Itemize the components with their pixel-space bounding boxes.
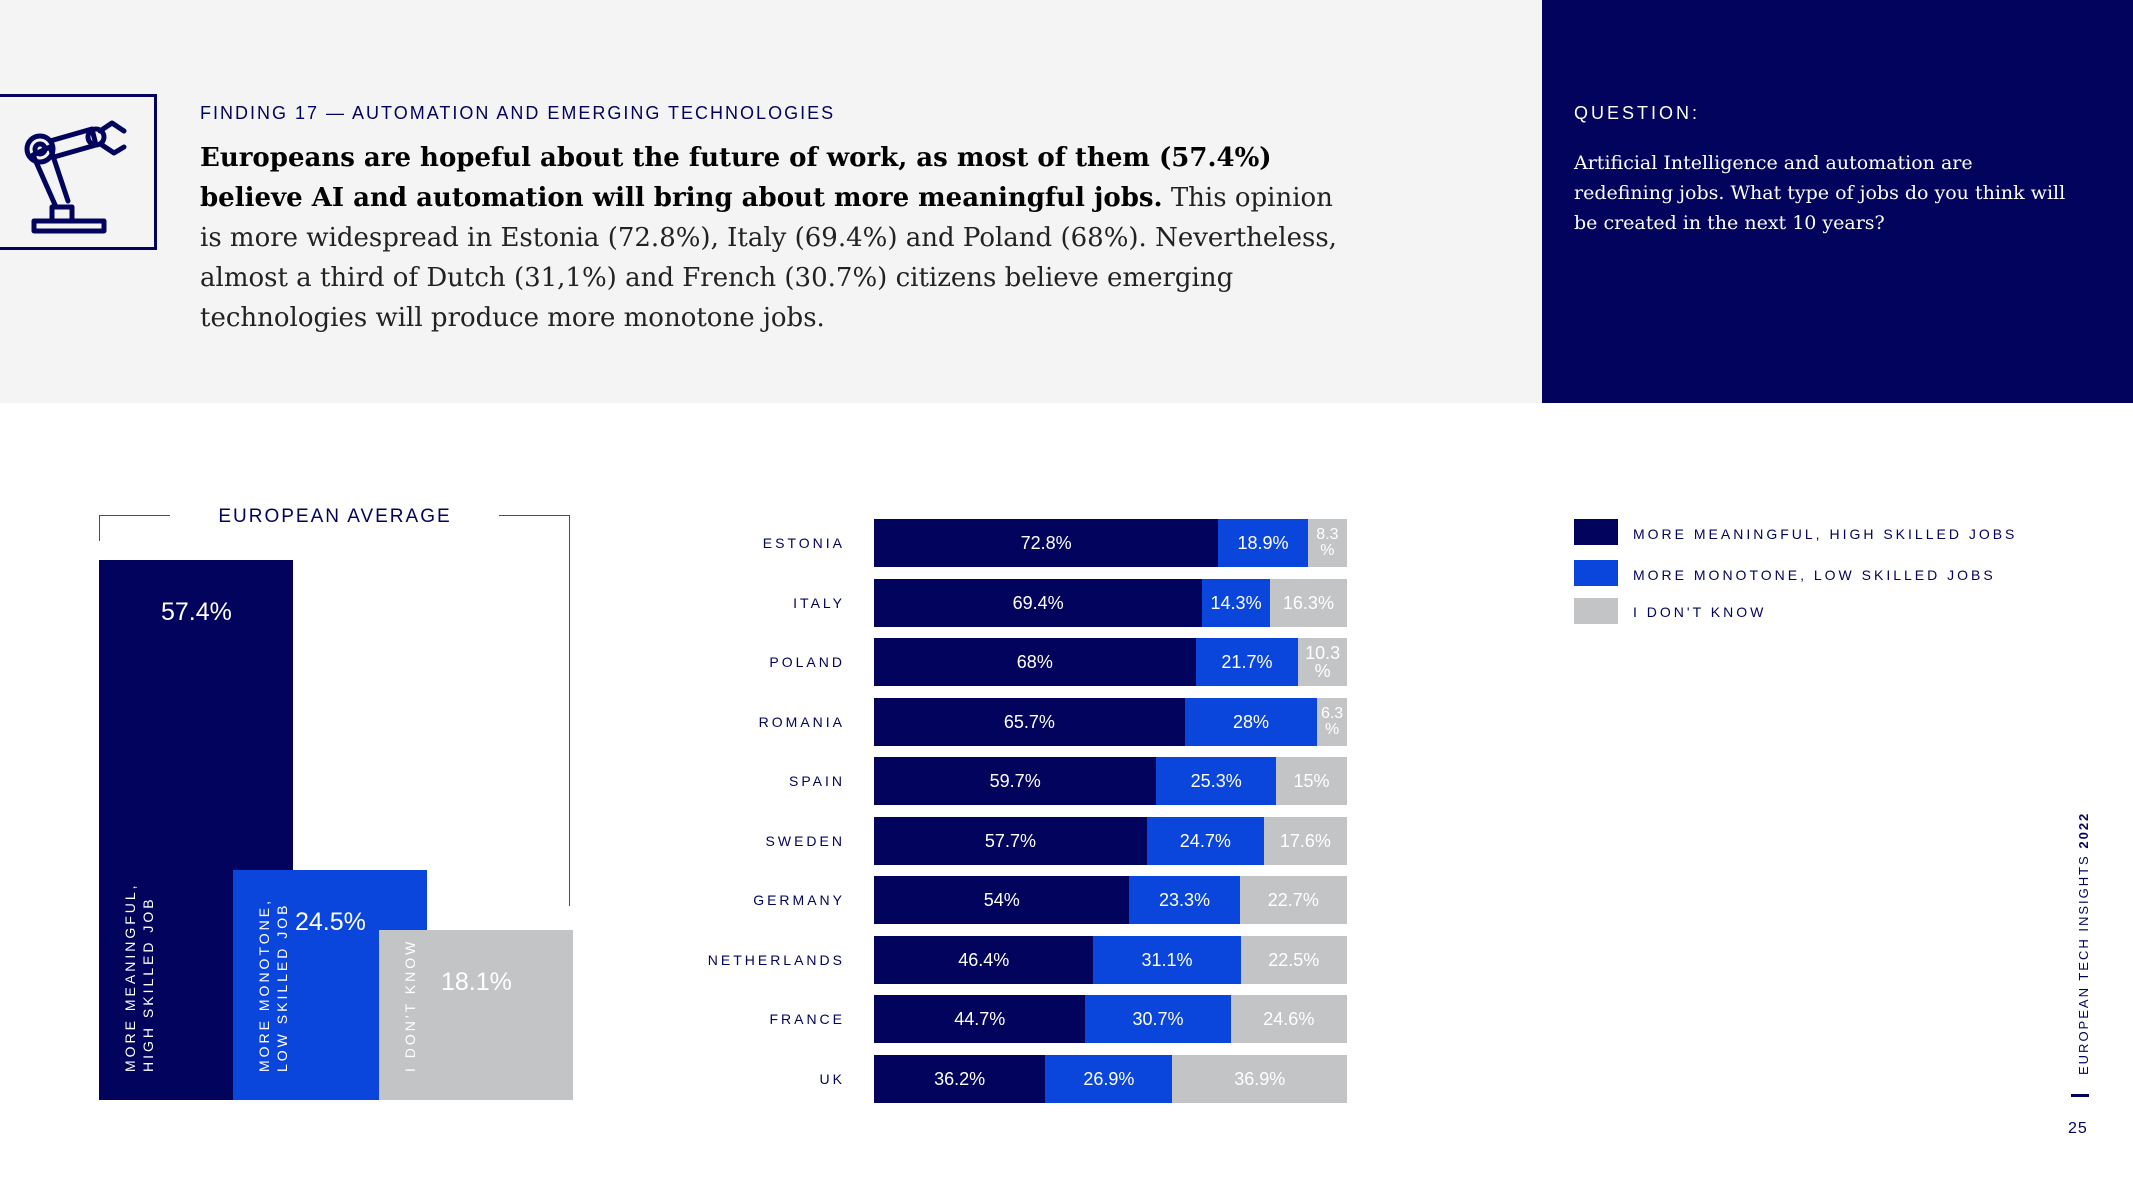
bar-segment-dont-know: 15% <box>1276 757 1347 805</box>
bar-segment-monotone: 26.9% <box>1045 1054 1173 1103</box>
publication-title: EUROPEAN TECH INSIGHTS 2022 <box>2076 811 2091 1075</box>
average-category-line: HIGH SKILLED JOB <box>140 896 156 1072</box>
average-value-monotone: 24.5% <box>295 907 366 936</box>
bar-segment-meaningful: 65.7% <box>874 697 1185 746</box>
average-bracket-right <box>499 515 570 906</box>
header-band <box>0 0 1542 403</box>
bar-segment-monotone: 21.7% <box>1195 638 1299 686</box>
question-panel <box>1542 0 2133 403</box>
finding-rest: This opinion is more widespread in Eston… <box>200 183 1337 333</box>
robot-arm-icon <box>24 120 127 234</box>
average-bar-dont-know <box>379 929 573 1100</box>
bar-segment-dont-know: 22.7% <box>1239 876 1347 924</box>
country-label: ESTONIA <box>762 535 845 551</box>
question-text: Artificial Intelligence and automation a… <box>1574 152 2066 234</box>
legend-swatch-dont-know <box>1574 598 1618 624</box>
bar-segment-meaningful: 44.7% <box>874 995 1086 1043</box>
average-chart-title: EUROPEAN AVERAGE <box>218 506 452 527</box>
country-label: ROMANIA <box>758 713 845 730</box>
country-label: ITALY <box>793 594 845 611</box>
country-label: SPAIN <box>789 773 845 789</box>
bar-segment-meaningful: 72.8% <box>874 519 1219 567</box>
bar-segment-monotone: 30.7% <box>1085 995 1231 1043</box>
bar-segment-meaningful: 36.2% <box>874 1054 1046 1103</box>
average-category-dont-know: I DON'T KNOW <box>401 939 419 1072</box>
legend-label-monotone: MORE MONOTONE, LOW SKILLED JOBS <box>1633 567 1996 583</box>
average-category-meaningful: MORE MEANINGFUL, HIGH SKILLED JOB <box>121 882 157 1072</box>
average-category-line: LOW SKILLED JOB <box>274 902 290 1072</box>
legend-swatch-meaningful <box>1574 519 1618 545</box>
bar-segment-monotone: 23.3% <box>1129 876 1240 924</box>
average-category-line: I DON'T KNOW <box>402 938 418 1072</box>
bar-segment-dont-know: 16.3% <box>1269 578 1347 627</box>
bar-segment-monotone: 24.7% <box>1146 816 1264 865</box>
average-category-line: MORE MEANINGFUL, <box>122 882 138 1072</box>
country-label: GERMANY <box>753 892 845 908</box>
country-label: FRANCE <box>769 1011 845 1027</box>
bar-segment-meaningful: 59.7% <box>874 757 1157 805</box>
average-value-dont-know: 18.1% <box>441 967 512 996</box>
country-label: SWEDEN <box>765 832 845 849</box>
country-label: POLAND <box>769 654 845 670</box>
legend-label-dont-know: I DON'T KNOW <box>1633 604 1767 620</box>
average-bracket-left <box>99 515 170 541</box>
bar-segment-monotone: 25.3% <box>1156 757 1277 805</box>
finding-bold: Europeans are hopeful about the future o… <box>200 143 1272 213</box>
bar-segment-meaningful: 46.4% <box>874 935 1094 984</box>
footer-accent-line <box>2071 1094 2089 1097</box>
legend-swatch-monotone <box>1574 560 1618 586</box>
bar-segment-monotone: 18.9% <box>1218 519 1308 567</box>
legend-label-meaningful: MORE MEANINGFUL, HIGH SKILLED JOBS <box>1633 526 2018 542</box>
bar-segment-dont-know: 10.3 % <box>1298 638 1347 686</box>
average-category-line: MORE MONOTONE, <box>256 898 272 1072</box>
bar-segment-meaningful: 54% <box>874 876 1130 924</box>
country-label: NETHERLANDS <box>707 951 845 968</box>
country-label: UK <box>819 1070 845 1087</box>
bar-segment-meaningful: 57.7% <box>874 816 1147 865</box>
icon-frame <box>0 94 157 250</box>
average-value-meaningful: 57.4% <box>161 598 232 626</box>
bar-segment-dont-know: 8.3 % <box>1307 519 1347 567</box>
finding-label: FINDING 17 — AUTOMATION AND EMERGING TEC… <box>200 103 836 123</box>
bar-segment-monotone: 28% <box>1184 697 1318 746</box>
bar-segment-dont-know: 22.5% <box>1240 935 1347 984</box>
bar-segment-dont-know: 24.6% <box>1230 995 1347 1043</box>
bar-segment-monotone: 31.1% <box>1093 935 1241 984</box>
question-label: QUESTION: <box>1574 103 1701 123</box>
bar-segment-dont-know: 6.3 % <box>1317 697 1347 746</box>
bar-segment-meaningful: 69.4% <box>874 578 1203 627</box>
bar-segment-dont-know: 17.6% <box>1263 816 1347 865</box>
bar-segment-monotone: 14.3% <box>1202 578 1270 627</box>
finding-text: Europeans are hopeful about the future o… <box>200 138 1340 338</box>
bar-segment-dont-know: 36.9% <box>1172 1054 1347 1103</box>
average-category-monotone: MORE MONOTONE, LOW SKILLED JOB <box>255 898 291 1072</box>
page-number: 25 <box>2068 1120 2088 1137</box>
bar-segment-meaningful: 68% <box>874 638 1196 686</box>
